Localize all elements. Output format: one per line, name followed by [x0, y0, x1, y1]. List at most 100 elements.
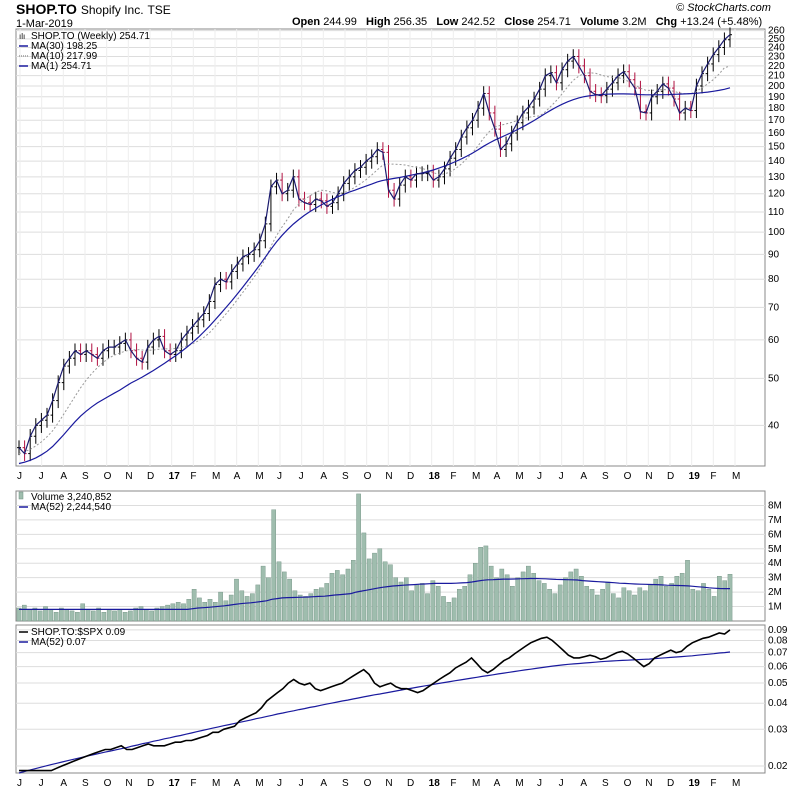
volume-bar: [579, 576, 584, 622]
price-x-tick-label: A: [494, 471, 501, 482]
ratio-x-tick-label: O: [624, 778, 632, 789]
price-x-tick-label: M: [212, 471, 220, 482]
price-x-tick-label: D: [667, 471, 674, 482]
volume-bar: [345, 568, 351, 622]
volume-bar: [282, 571, 287, 622]
volume-bar: [159, 606, 165, 622]
volume-bar: [32, 607, 38, 622]
ratio-x-tick-label: A: [234, 778, 241, 789]
volume-bar: [260, 565, 266, 622]
ratio-x-tick-label: 18: [429, 778, 441, 789]
volume-bar: [653, 578, 658, 622]
volume-bar: [600, 589, 605, 622]
ratio-x-tick-label: A: [494, 778, 501, 789]
ratio-tick-label: 0.08: [768, 636, 788, 647]
volume-bar: [255, 584, 261, 622]
ratio-x-tick-label: S: [602, 778, 609, 789]
ratio-x-tick-label: J: [39, 778, 44, 789]
volume-bar: [404, 577, 409, 622]
volume-bar: [441, 596, 446, 622]
price-tick-label: 60: [768, 335, 780, 346]
volume-bar: [467, 574, 473, 622]
volume-bar: [382, 561, 388, 622]
price-x-tick-label: J: [559, 471, 564, 482]
volume-bar: [605, 581, 611, 622]
company-name: Shopify Inc.: [80, 3, 144, 17]
volume-bar: [138, 606, 144, 622]
ratio-x-tick-label: J: [299, 778, 304, 789]
price-x-tick-label: O: [104, 471, 112, 482]
volume-bar: [228, 594, 234, 622]
volume-bar: [85, 609, 91, 622]
volume-bar: [542, 583, 547, 622]
volume-tick-label: 6M: [768, 529, 782, 540]
ratio-tick-label: 0.05: [768, 678, 788, 689]
volume-bar: [669, 583, 674, 622]
ratio-x-tick-label: A: [320, 778, 327, 789]
ratio-x-tick-label: M: [472, 778, 480, 789]
ratio-tick-label: 0.06: [768, 662, 788, 673]
price-legend-label: MA(1) 254.71: [31, 61, 92, 72]
price-tick-label: 180: [768, 103, 785, 114]
price-tick-label: 80: [768, 274, 780, 285]
ma30-line: [18, 87, 731, 465]
volume-bar: [478, 547, 483, 622]
volume-bar: [212, 602, 218, 622]
ratio-x-tick-label: M: [732, 778, 740, 789]
volume-bar: [642, 590, 648, 622]
volume-bar: [43, 606, 48, 622]
volume-bar: [483, 545, 489, 622]
ratio-x-tick-label: 19: [689, 778, 701, 789]
volume-bar: [674, 576, 680, 622]
ratio-x-tick-label: M: [255, 778, 263, 789]
price-tick-label: 100: [768, 227, 785, 238]
price-tick-label: 160: [768, 128, 785, 139]
volume-bar: [361, 532, 367, 622]
price-x-tick-label: J: [537, 471, 542, 482]
ratio-x-tick-label: 17: [169, 778, 181, 789]
volume-bar: [106, 609, 112, 622]
volume-bar: [128, 610, 133, 622]
volume-bar: [202, 602, 208, 622]
volume-legend-label: MA(52) 2,244,540: [31, 502, 111, 513]
volume-bar: [170, 603, 176, 622]
volume-bar: [175, 602, 181, 622]
volume-bar: [271, 509, 277, 622]
ratio-x-tick-label: M: [515, 778, 523, 789]
volume-bar: [435, 586, 441, 622]
exchange: TSE: [147, 3, 171, 17]
volume-bar: [335, 570, 340, 622]
price-x-tick-label: M: [255, 471, 263, 482]
volume-bar: [329, 573, 335, 622]
volume-bar: [239, 590, 245, 622]
ratio-legend-label: MA(52) 0.07: [31, 637, 86, 648]
ratio-tick-label: 0.02: [768, 761, 788, 772]
ratio-tick-label: 0.03: [768, 724, 788, 735]
volume-ma52-line: [19, 577, 730, 611]
volume-bar: [313, 589, 319, 622]
volume-bar: [504, 574, 510, 622]
ratio-x-tick-label: N: [385, 778, 392, 789]
symbol-title: SHOP.TO Shopify Inc. TSE: [16, 1, 171, 17]
volume-bar: [319, 587, 324, 622]
price-legend-label: MA(30) 198.25: [31, 41, 98, 52]
volume-bar: [621, 587, 627, 622]
volume-bar: [101, 612, 107, 622]
volume-bar: [37, 610, 43, 622]
volume-bar: [589, 589, 595, 622]
volume-bar: [637, 587, 643, 622]
volume-bar: [122, 612, 128, 622]
symbol: SHOP.TO: [16, 1, 77, 17]
volume-bar: [22, 604, 27, 622]
volume-bar: [292, 590, 298, 622]
volume-bar: [143, 609, 149, 622]
volume-bar: [388, 564, 393, 622]
ratio-x-tick-label: O: [364, 778, 372, 789]
volume-bar: [584, 586, 589, 622]
ratio-ma52-line: [18, 651, 731, 774]
price-legend-label: MA(10) 217.99: [31, 51, 98, 62]
price-x-tick-label: J: [39, 471, 44, 482]
price-x-tick-label: D: [147, 471, 154, 482]
volume-bar: [430, 580, 436, 622]
